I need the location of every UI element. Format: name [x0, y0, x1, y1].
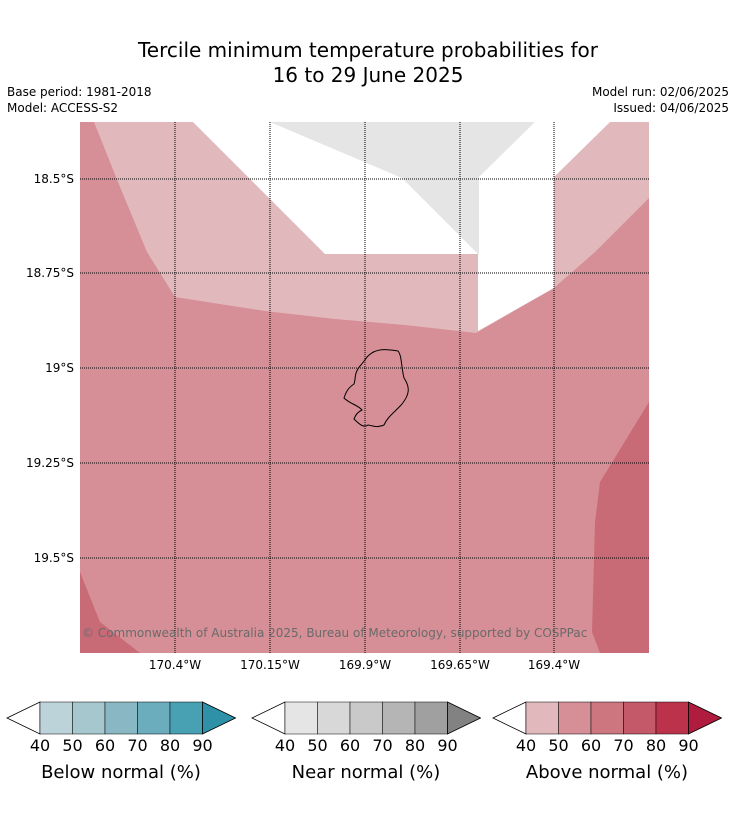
region-above-60-70-southwest [80, 572, 140, 653]
colorbar-tick-label: 50 [307, 736, 328, 755]
colorbar-swatch [623, 701, 657, 735]
colorbar-swatch [525, 701, 559, 735]
graticule [80, 122, 649, 653]
colorbar-swatch [414, 701, 448, 735]
colorbar-tick-label: 80 [645, 736, 667, 755]
meta-right: Model run: 02/06/2025 Issued: 04/06/2025 [592, 84, 729, 116]
title-line-2: 16 to 29 June 2025 [272, 63, 464, 87]
colorbar-tick-label: 40 [29, 736, 51, 755]
title-line-1: Tercile minimum temperature probabilitie… [137, 38, 599, 62]
colorbar-swatch [39, 701, 73, 735]
colorbar-tick-label: 60 [580, 736, 602, 755]
lon-label-169-4: 169.4°W [527, 658, 581, 672]
lat-label-19-25: 19.25°S [26, 456, 74, 470]
lat-label-18-5: 18.5°S [33, 172, 74, 186]
map-panel[interactable] [80, 122, 649, 653]
lat-label-19-5: 19.5°S [33, 551, 74, 565]
colorbar-tick-label: 60 [94, 736, 116, 755]
map-svg [80, 122, 649, 653]
lon-label-169-9: 169.9°W [338, 658, 392, 672]
colorbar-extend-low [251, 701, 286, 735]
colorbar-above-normal: 40 50 60 70 80 90 Above normal (%) [492, 700, 722, 790]
lon-label-170-4: 170.4°W [148, 658, 202, 672]
lon-label-170-15: 170.15°W [240, 658, 300, 672]
lat-label-19: 19°S [45, 361, 74, 375]
colorbar-swatch [137, 701, 171, 735]
colorbar-extend-low [492, 701, 527, 735]
colorbar-tick-label: 90 [437, 736, 458, 755]
colorbar-tick-label: 80 [404, 736, 426, 755]
region-above-60-70-east [592, 402, 649, 653]
base-period: Base period: 1981-2018 [7, 85, 152, 99]
colorbar-tick-label: 40 [515, 736, 537, 755]
copyright-notice: © Commonwealth of Australia 2025, Bureau… [82, 626, 588, 640]
region-near-40-50 [270, 122, 535, 255]
colorbar-extend-high [202, 701, 236, 735]
model-run: Model run: 02/06/2025 [591, 85, 729, 99]
colorbar-title: Above normal (%) [525, 762, 689, 783]
colorbar-below-normal: 40 50 60 70 80 90 Below normal (%) [6, 700, 236, 790]
colorbar-swatch [382, 701, 416, 735]
colorbar-extend-high [447, 701, 481, 735]
meta-left: Base period: 1981-2018 Model: ACCESS-S2 [7, 84, 152, 116]
colorbar-swatch [284, 701, 318, 735]
colorbar-tick-label: 60 [339, 736, 361, 755]
colorbar-title: Near normal (%) [291, 762, 441, 783]
colorbar-tick-label: 80 [159, 736, 181, 755]
colorbar-swatches [492, 701, 722, 735]
colorbar-tick-label: 70 [613, 736, 634, 755]
colorbar-tick-label: 90 [678, 736, 699, 755]
island-outline [343, 349, 409, 428]
colorbar-tick-label: 70 [127, 736, 148, 755]
colorbar-swatch [317, 701, 351, 735]
colorbar-swatch [104, 701, 138, 735]
colorbar-swatches [251, 701, 481, 735]
colorbar-swatch [72, 701, 106, 735]
lat-label-18-75: 18.75°S [26, 266, 74, 280]
colorbar-tick-label: 90 [192, 736, 213, 755]
colorbar-swatches [6, 701, 236, 735]
map-title: Tercile minimum temperature probabilitie… [0, 38, 736, 88]
colorbar-tick-label: 40 [274, 736, 296, 755]
region-no-dominant [193, 122, 610, 331]
colorbar-title: Below normal (%) [41, 762, 201, 783]
model-name: Model: ACCESS-S2 [7, 101, 119, 115]
colorbar-swatch [558, 701, 592, 735]
colorbar-swatch [169, 701, 203, 735]
issued-date: Issued: 04/06/2025 [613, 101, 729, 115]
colorbar-swatch [655, 701, 689, 735]
colorbar-tick-label: 70 [372, 736, 393, 755]
colorbar-extend-low [6, 701, 41, 735]
colorbar-extend-high [688, 701, 722, 735]
lon-label-169-65: 169.65°W [430, 658, 490, 672]
colorbar-swatch [590, 701, 624, 735]
colorbar-swatch [349, 701, 383, 735]
colorbar-tick-label: 50 [548, 736, 569, 755]
colorbar-tick-label: 50 [62, 736, 83, 755]
colorbar-near-normal: 40 50 60 70 80 90 Near normal (%) [251, 700, 481, 790]
